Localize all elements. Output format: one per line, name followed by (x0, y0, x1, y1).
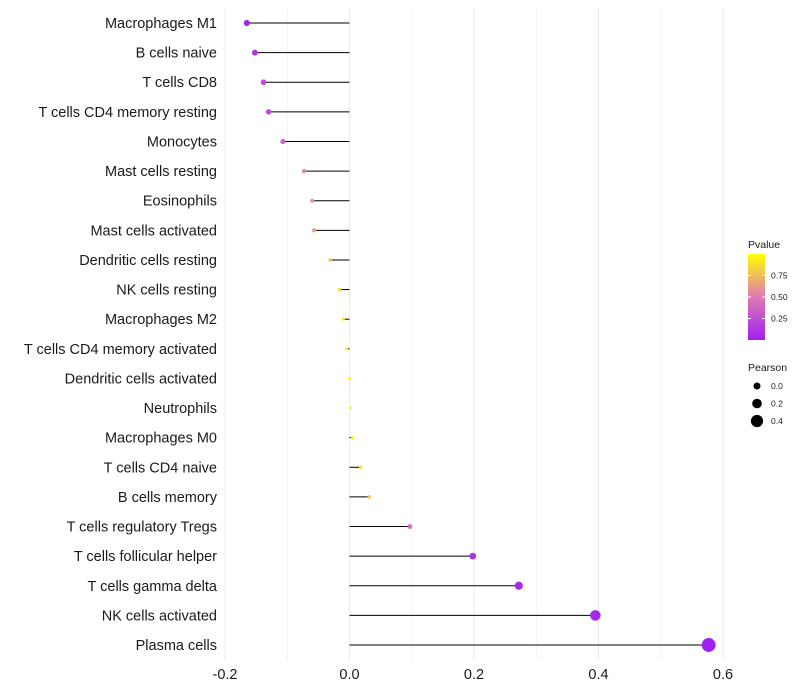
lollipop-point (265, 109, 272, 115)
category-label: B cells memory (118, 490, 218, 506)
x-tick-label: 0.6 (713, 667, 733, 683)
category-label: T cells gamma delta (88, 579, 218, 595)
category-label: Neutrophils (144, 401, 217, 417)
pvalue-colorbar (748, 254, 765, 340)
lollipop-point (701, 638, 716, 652)
lollipop-point (469, 552, 477, 560)
colorbar-tick-label: 0.75 (771, 271, 788, 281)
category-label: Mast cells resting (105, 164, 217, 180)
point-layer (243, 19, 716, 652)
lollipop-point (328, 258, 332, 262)
lollipop-point (310, 198, 315, 203)
category-label: B cells naive (136, 46, 217, 62)
lollipop-point (359, 465, 363, 469)
lollipop-point (351, 436, 355, 440)
x-tick-label: 0.0 (339, 667, 359, 683)
size-legend-point (750, 414, 764, 428)
size-legend-point (752, 398, 762, 409)
category-label: Plasma cells (136, 638, 217, 654)
category-label: Dendritic cells resting (79, 253, 217, 269)
category-label: T cells CD4 memory activated (24, 342, 217, 358)
x-axis-tick-labels: -0.2 0.0 0.2 0.4 0.6 (213, 667, 734, 683)
lollipop-point (260, 79, 267, 86)
lollipop-point (348, 376, 351, 380)
category-labels: Macrophages M1 B cells naive T cells CD8 T … (24, 16, 218, 654)
category-label: T cells CD4 memory resting (38, 105, 217, 121)
category-label: Eosinophils (143, 194, 217, 210)
lollipop-point (590, 610, 601, 621)
size-legend-label: 0.0 (771, 381, 783, 391)
category-label: NK cells resting (116, 283, 217, 299)
lollipop-point (407, 524, 413, 529)
lollipop-point (514, 581, 523, 590)
category-label: Monocytes (147, 134, 217, 150)
lollipop-point (349, 406, 353, 410)
lollipop-point (301, 168, 307, 174)
category-label: T cells CD4 naive (104, 460, 217, 476)
size-legend-label: 0.4 (771, 416, 783, 426)
lollipop-point (341, 317, 345, 321)
category-label: Macrophages M2 (105, 312, 217, 328)
lollipop-point (243, 19, 250, 27)
category-label: Mast cells activated (90, 223, 217, 239)
x-tick-label: 0.4 (588, 667, 608, 683)
category-label: Macrophages M0 (105, 431, 217, 447)
category-label: Macrophages M1 (105, 16, 217, 32)
category-label: NK cells activated (102, 608, 217, 624)
size-legend-point (753, 382, 761, 390)
category-label: Dendritic cells activated (65, 371, 217, 387)
category-label: T cells follicular helper (74, 549, 217, 565)
size-legend-label: 0.2 (771, 399, 783, 409)
stem-layer (246, 22, 709, 646)
colorbar-tick-label: 0.50 (771, 292, 788, 302)
lollipop-point (344, 347, 348, 351)
colorbar-tick-label: 0.25 (771, 314, 788, 324)
lollipop-point (311, 228, 317, 233)
pvalue-legend-title: Pvalue (748, 239, 780, 251)
pearson-legend: Pearson 0.0 0.2 0.4 (748, 362, 787, 428)
lollipop-point (367, 495, 372, 499)
lollipop-point (337, 287, 342, 292)
category-label: T cells regulatory Tregs (67, 520, 217, 536)
category-label: T cells CD8 (142, 75, 217, 91)
x-tick-label: -0.2 (213, 667, 238, 683)
lollipop-point (251, 49, 258, 56)
grid-layer (224, 8, 724, 660)
x-tick-label: 0.2 (464, 667, 484, 683)
pvalue-legend: Pvalue 0.75 0.50 0.25 (748, 239, 788, 340)
lollipop-point (280, 138, 286, 144)
pearson-legend-title: Pearson (748, 362, 787, 374)
